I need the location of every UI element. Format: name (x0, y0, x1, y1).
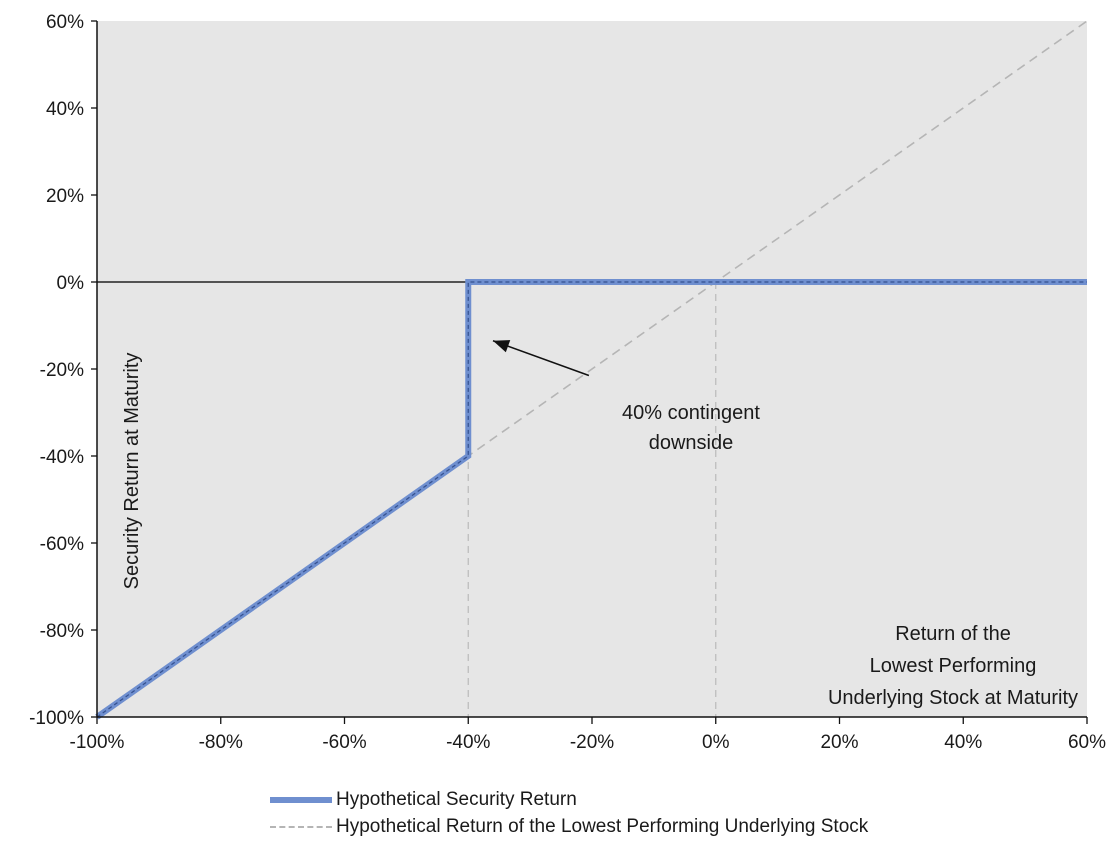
annotation: 40% contingent downside (492, 339, 760, 454)
x-tick-label: -80% (199, 732, 243, 753)
x-tick-label: -20% (570, 732, 614, 753)
annotation-arrow (492, 339, 590, 377)
y-tick-label: 0% (57, 273, 85, 294)
y-tick-label: -100% (29, 708, 84, 729)
y-tick-label: 20% (46, 186, 84, 207)
legend-swatch-dashed (270, 825, 332, 828)
x-tick-label: 20% (820, 732, 858, 753)
x-axis-label: Return of the Lowest Performing Underlying… (828, 623, 1078, 709)
annotation-text: 40% contingent (622, 402, 760, 424)
y-tick-label: -40% (40, 447, 84, 468)
x-tick-label: 40% (944, 732, 982, 753)
legend-label: Hypothetical Security Return (336, 788, 577, 810)
legend-item-underlying-return: Hypothetical Return of the Lowest Perfor… (270, 813, 868, 840)
series-security-return-core (96, 281, 1087, 718)
payoff-chart: -100% -80% -60% -40% -20% 0% 20% 40% 60% 60% 40% 2… (29, 12, 1106, 753)
x-tick-label: -100% (70, 732, 125, 753)
x-tick-label: 0% (702, 732, 730, 753)
y-tick-label: 40% (46, 99, 84, 120)
annotation-arrowhead (493, 340, 511, 353)
legend-swatch-solid (270, 796, 332, 803)
x-tick-label: 60% (1068, 732, 1106, 753)
y-tick-label: -80% (40, 621, 84, 642)
x-axis-label-line: Underlying Stock at Maturity (828, 687, 1078, 709)
legend: Hypothetical Security Return Hypothetica… (270, 786, 868, 840)
x-axis-label-line: Lowest Performing (870, 655, 1037, 677)
x-tick-label: -60% (322, 732, 366, 753)
legend-label: Hypothetical Return of the Lowest Perfor… (336, 815, 869, 837)
y-tick-label: 60% (46, 12, 84, 33)
y-axis-label: Security Return at Maturity (121, 353, 143, 590)
x-tick-label: -40% (446, 732, 490, 753)
y-tick-label: -60% (40, 534, 84, 555)
legend-item-security-return: Hypothetical Security Return (270, 786, 868, 813)
annotation-text: downside (649, 432, 734, 454)
x-axis-label-line: Return of the (895, 623, 1011, 645)
y-tick-label: -20% (40, 360, 84, 381)
